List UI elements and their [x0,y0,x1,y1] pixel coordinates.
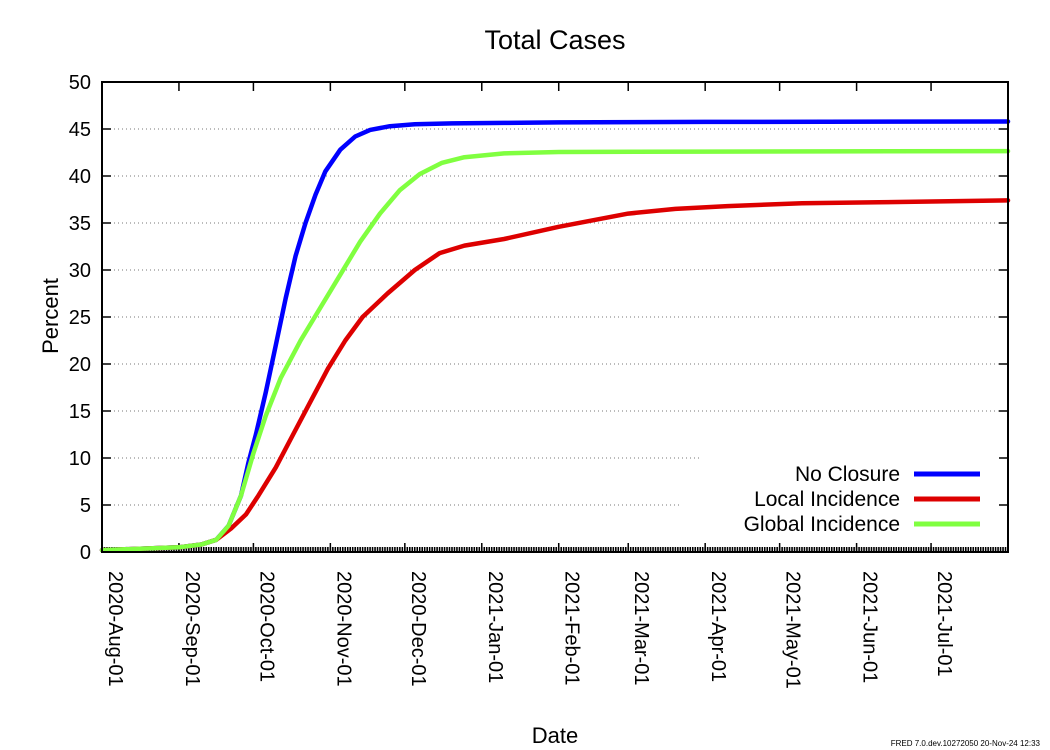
x-tick-label: 2021-Mar-01 [630,571,652,686]
y-tick-label: 20 [69,354,91,376]
chart-title: Total Cases [484,25,625,55]
y-tick-label: 10 [69,448,91,470]
x-axis-ticks: 2020-Aug-01 2020-Sep-01 2020-Oct-01 2020-No… [101,82,1009,689]
y-tick-label: 45 [69,119,91,141]
x-tick-label: 2021-Apr-01 [707,571,729,682]
y-tick-label: 35 [69,213,91,235]
x-tick-label: 2021-May-01 [782,571,804,689]
legend-label: No Closure [795,463,900,486]
y-tick-label: 25 [69,307,91,329]
plot-frame [101,81,1009,553]
y-tick-label: 30 [69,260,91,282]
y-tick-label: 5 [80,495,91,517]
y-axis-ticks: 0 5 10 15 20 25 30 35 40 45 50 [69,72,1008,564]
series-line-3 [99,148,1011,553]
x-tick-label: 2020-Dec-01 [407,571,429,687]
x-tick-label: 2020-Oct-01 [255,571,277,682]
x-tick-label: 2021-Feb-01 [561,571,583,686]
x-tick-label: 2021-Jul-01 [933,571,955,677]
x-tick-label: 2021-Jun-01 [859,571,881,683]
series-lines [99,119,1011,553]
series-line-2 [99,198,1011,553]
y-tick-label: 15 [69,401,91,423]
grid-lines [102,128,1008,506]
y-tick-label: 40 [69,166,91,188]
y-tick-label: 50 [69,72,91,94]
footer-text: FRED 7.0.dev.10272050 20-Nov-24 12:33 [891,739,1041,748]
x-tick-label: 2021-Jan-01 [484,571,506,683]
x-tick-label: 2020-Aug-01 [104,571,126,687]
x-axis-title: Date [532,723,578,748]
legend-label: Local Incidence [754,488,900,511]
y-axis-title: Percent [38,278,63,354]
x-tick-label: 2020-Sep-01 [181,571,203,687]
legend-label: Global Incidence [744,513,900,536]
y-tick-label: 0 [80,542,91,564]
x-tick-label: 2020-Nov-01 [332,571,354,687]
